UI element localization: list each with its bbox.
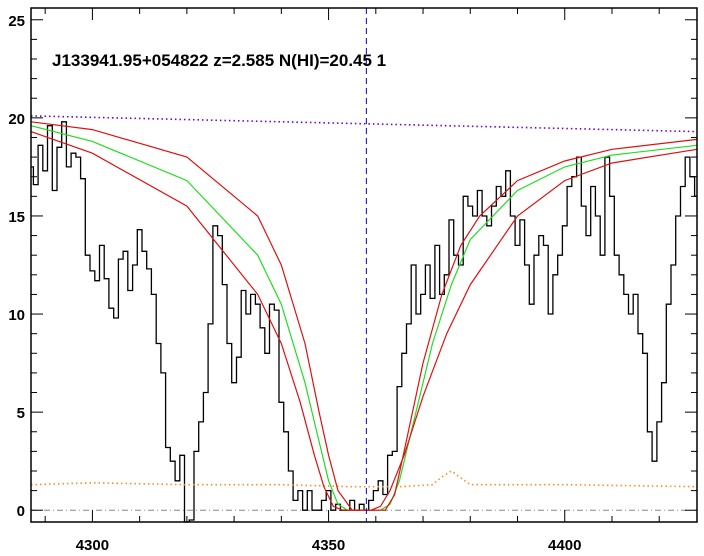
series-2-line bbox=[30, 470, 698, 488]
x-tick-label-4300: 4300 bbox=[76, 537, 109, 554]
y-tick-label-10: 10 bbox=[8, 307, 25, 324]
series-0-line bbox=[31, 121, 697, 523]
series-1-line bbox=[30, 115, 698, 133]
y-tick-label-15: 15 bbox=[8, 209, 25, 226]
series-5-line bbox=[30, 131, 698, 511]
chart-title: J133941.95+054822 z=2.585 N(HI)=20.45 1 bbox=[52, 51, 386, 70]
series-layer bbox=[30, 115, 698, 523]
y-tick-label-5: 5 bbox=[17, 405, 25, 422]
series-3-line bbox=[30, 125, 698, 511]
plot-frame bbox=[30, 7, 698, 523]
series-4-line bbox=[30, 121, 698, 511]
y-tick-label-20: 20 bbox=[8, 111, 25, 128]
x-tick-label-4400: 4400 bbox=[548, 537, 581, 554]
x-tick-label-4350: 4350 bbox=[312, 537, 345, 554]
y-tick-label-25: 25 bbox=[8, 13, 25, 30]
y-tick-label-0: 0 bbox=[17, 503, 25, 520]
ticks-layer: 4300 4350 4400 0 5 10 15 20 25 bbox=[8, 8, 697, 554]
